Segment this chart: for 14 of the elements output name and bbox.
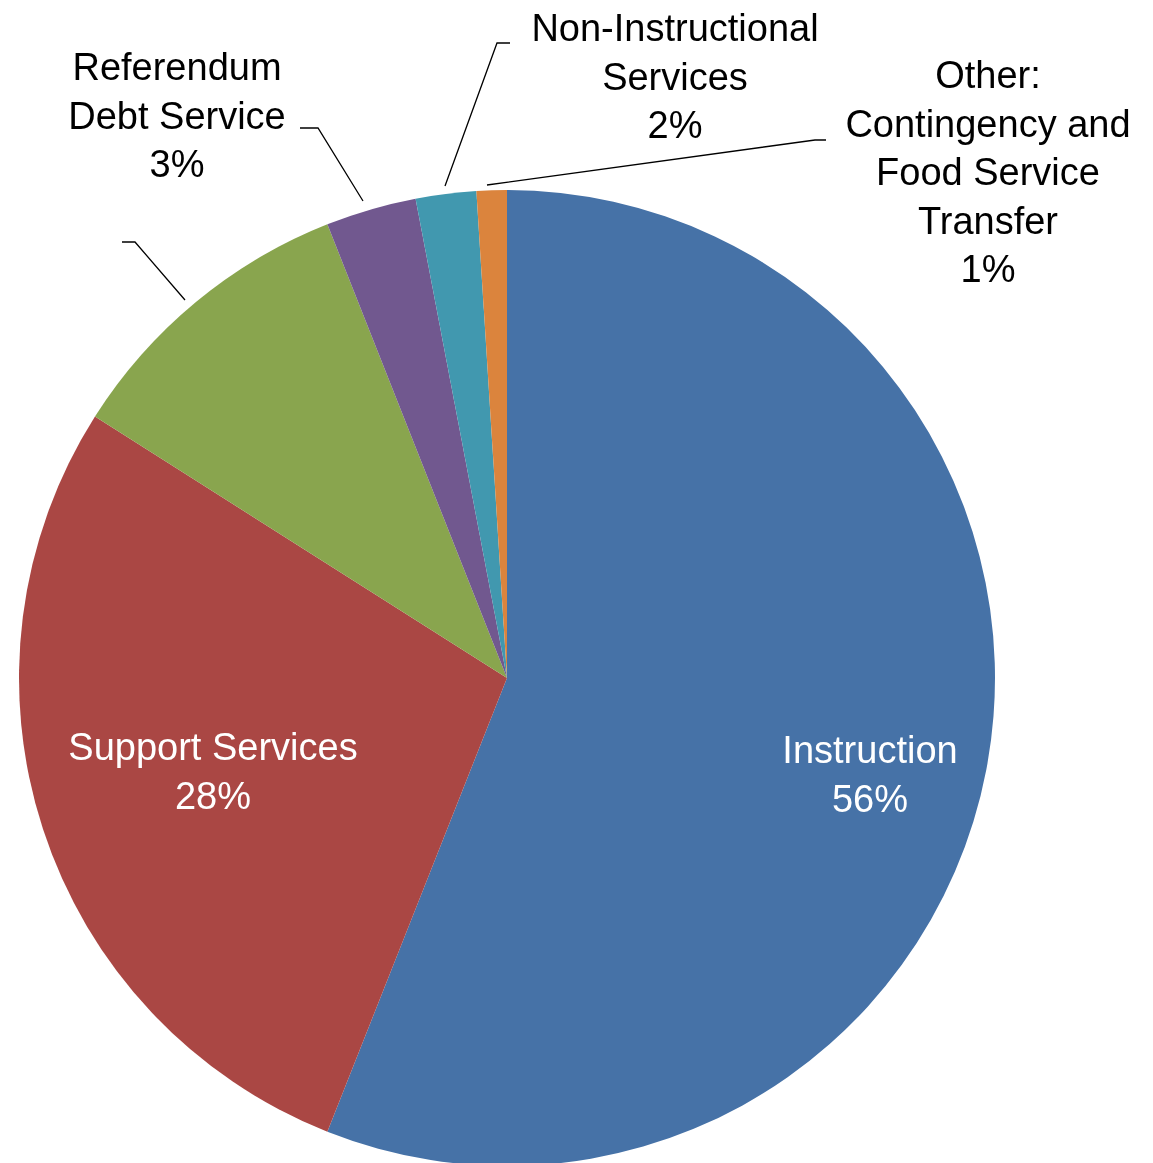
data-label: 56% xyxy=(831,777,909,820)
data-label: 3% xyxy=(149,143,205,185)
pie-slice xyxy=(415,190,507,678)
slice-label: Non-Instructional Services xyxy=(531,7,819,98)
slice-label: Referendum Debt Service xyxy=(68,46,286,137)
pie-slice xyxy=(94,224,507,678)
data-label: 28% xyxy=(174,774,252,817)
data-label: 2% xyxy=(647,104,703,146)
pie-slice xyxy=(19,416,507,1132)
data-label: 1% xyxy=(960,248,1016,290)
slice-label: Other: Contingency and Food Service Transfer xyxy=(845,54,1131,242)
slice-label: Support Services xyxy=(68,726,358,768)
pie-slice xyxy=(327,198,507,678)
slice-label: Instruction xyxy=(782,729,958,771)
